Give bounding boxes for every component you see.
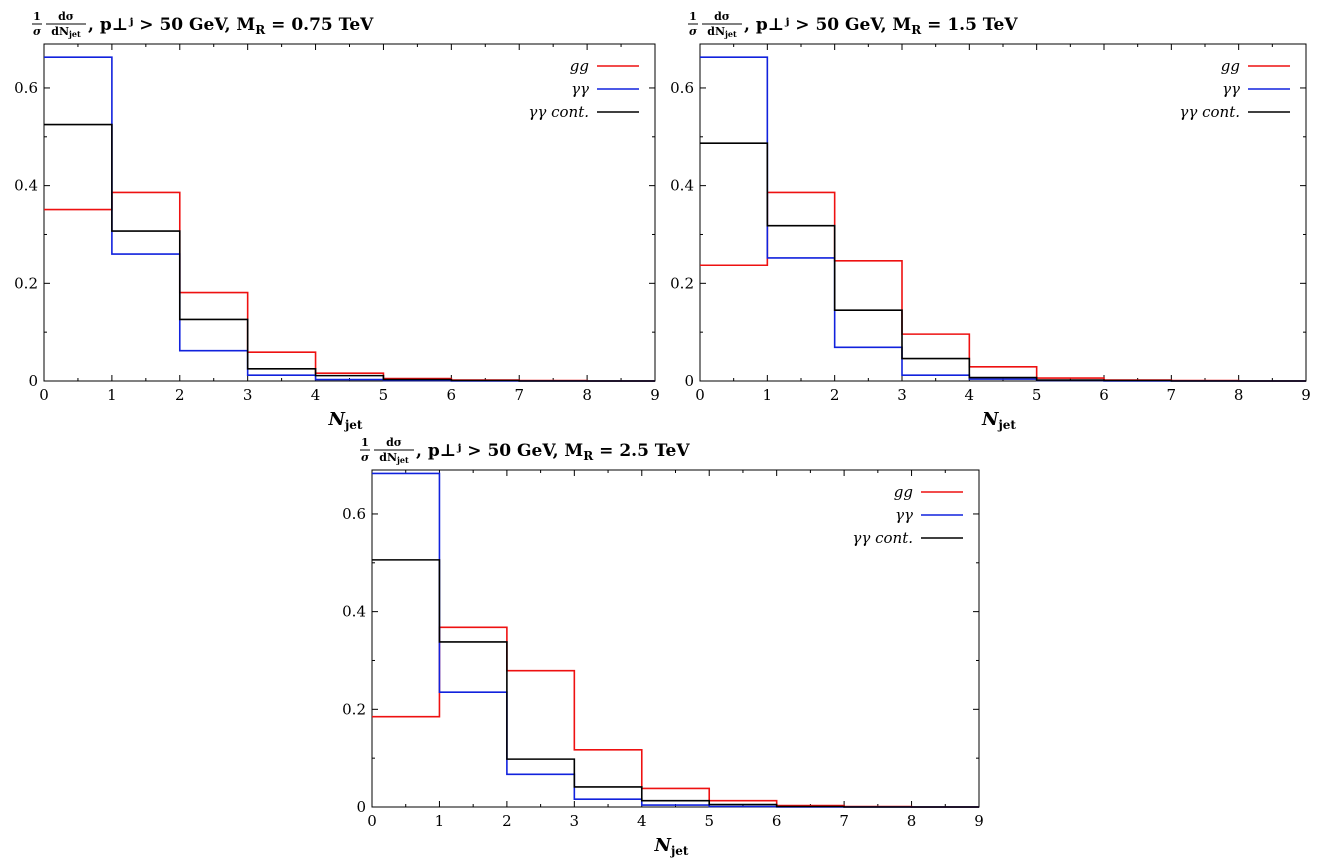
x-tick-label: 2 (830, 386, 840, 404)
series-line-gamma-gamma-cont (700, 142, 1306, 382)
chart-panel-3: 0 1 2 3 4 5 6 7 8 9 0 0.2 0.4 0.6 gg γγ γγ cont. Njet 1 σ dσ… (342, 436, 984, 858)
title-frac-numerator: 1 (689, 10, 697, 23)
x-tick-label: 4 (311, 386, 321, 404)
legend-label-gg: gg (894, 483, 913, 501)
x-tick-label: 8 (1234, 386, 1244, 404)
x-tick-label: 4 (965, 386, 975, 404)
series-line-gg (700, 191, 1306, 382)
chart-title: , p⊥ʲ > 50 GeV, MR = 2.5 TeV (416, 441, 690, 463)
x-tick-label: 5 (379, 386, 389, 404)
plot-frame (43, 43, 656, 382)
legend-label-gamma-gamma: γγ (571, 80, 589, 98)
chart-panel-1: 0 1 2 3 4 5 6 7 8 9 0 0.2 0.4 0.6 gg γγ γγ cont. Njet 1 σ dσ… (14, 10, 660, 432)
title-frac2-denominator: dNjet (707, 25, 737, 39)
x-tick-label: 4 (637, 812, 647, 830)
title-frac2-numerator: dσ (714, 10, 730, 23)
x-tick-label: 2 (502, 812, 512, 830)
y-tick-label: 0.2 (342, 700, 366, 718)
legend-label-gamma-gamma-cont: γγ cont. (1179, 103, 1240, 121)
x-tick-label: 8 (582, 386, 592, 404)
series-line-gamma-gamma-cont (372, 559, 979, 808)
x-tick-label: 7 (839, 812, 849, 830)
y-tick-label: 0.6 (670, 79, 694, 97)
x-tick-label: 7 (514, 386, 524, 404)
title-frac2-denominator: dNjet (51, 25, 81, 39)
plot-frame (371, 469, 980, 808)
x-axis-label: Njet (654, 835, 689, 858)
legend-label-gamma-gamma-cont: γγ cont. (528, 103, 589, 121)
x-tick-label: 2 (175, 386, 185, 404)
y-tick-label: 0.6 (14, 79, 38, 97)
series-line-gg (44, 191, 655, 382)
y-tick-label: 0 (684, 372, 694, 390)
series-line-gamma-gamma-cont (44, 123, 655, 382)
x-tick-label: 3 (570, 812, 580, 830)
x-axis-label: Njet (328, 409, 363, 432)
x-tick-label: 0 (695, 386, 705, 404)
x-tick-label: 5 (1032, 386, 1042, 404)
title-frac-denominator: σ (689, 25, 698, 38)
chart-title: , p⊥ʲ > 50 GeV, MR = 1.5 TeV (744, 15, 1018, 37)
title-frac2-numerator: dσ (58, 10, 74, 23)
title-frac2-numerator: dσ (386, 436, 402, 449)
x-tick-label: 1 (107, 386, 117, 404)
y-tick-label: 0.2 (14, 274, 38, 292)
x-tick-label: 5 (704, 812, 714, 830)
x-tick-label: 6 (1099, 386, 1109, 404)
x-tick-label: 3 (243, 386, 253, 404)
x-tick-label: 8 (907, 812, 917, 830)
legend-label-gg: gg (570, 57, 589, 75)
x-tick-label: 0 (39, 386, 49, 404)
legend-label-gamma-gamma: γγ (895, 506, 913, 524)
y-tick-label: 0.4 (342, 603, 366, 621)
y-tick-label: 0.4 (670, 177, 694, 195)
x-tick-label: 1 (763, 386, 773, 404)
x-tick-label: 9 (650, 386, 660, 404)
chart-panel-2: 0 1 2 3 4 5 6 7 8 9 0 0.2 0.4 0.6 gg γγ γγ cont. Njet 1 σ dσ… (670, 10, 1311, 432)
title-frac2-denominator: dNjet (379, 451, 409, 465)
y-tick-label: 0.2 (670, 274, 694, 292)
title-frac-numerator: 1 (361, 436, 369, 449)
x-tick-label: 0 (367, 812, 377, 830)
x-tick-label: 7 (1167, 386, 1177, 404)
y-tick-label: 0 (28, 372, 38, 390)
legend-label-gg: gg (1221, 57, 1240, 75)
y-tick-label: 0.4 (14, 177, 38, 195)
x-tick-label: 6 (447, 386, 457, 404)
title-frac-denominator: σ (361, 451, 370, 464)
x-tick-label: 3 (897, 386, 907, 404)
y-tick-label: 0 (356, 798, 366, 816)
legend-label-gamma-gamma-cont: γγ cont. (852, 529, 913, 547)
series-line-gamma-gamma (372, 472, 979, 808)
x-tick-label: 9 (974, 812, 984, 830)
legend-label-gamma-gamma: γγ (1222, 80, 1240, 98)
series-line-gg (372, 626, 979, 808)
title-frac-denominator: σ (33, 25, 42, 38)
chart-title: , p⊥ʲ > 50 GeV, MR = 0.75 TeV (88, 15, 374, 37)
y-tick-label: 0.6 (342, 505, 366, 523)
x-axis-label: Njet (981, 409, 1016, 432)
x-tick-label: 6 (772, 812, 782, 830)
x-tick-label: 9 (1301, 386, 1311, 404)
x-tick-label: 1 (435, 812, 445, 830)
plot-frame (699, 43, 1307, 382)
title-frac-numerator: 1 (33, 10, 41, 23)
